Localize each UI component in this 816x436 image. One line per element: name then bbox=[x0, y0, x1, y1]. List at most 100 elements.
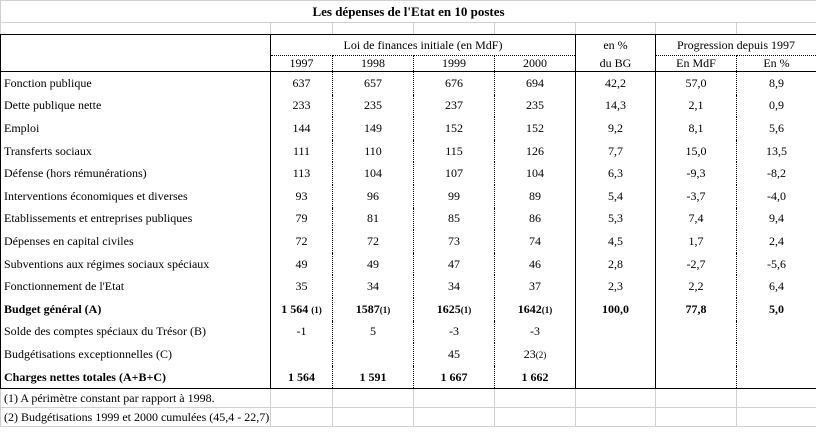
table-row: Budget général (A) 1 564 (1) 1587(1) 1625(1… bbox=[0, 297, 816, 321]
cell-value: 89 bbox=[529, 188, 541, 203]
cell: 14,3 bbox=[575, 94, 656, 118]
cell: 85 bbox=[413, 207, 495, 231]
cell: 96 bbox=[332, 184, 414, 208]
cell: 46 bbox=[494, 252, 576, 276]
cell-value: 676 bbox=[445, 75, 463, 90]
cell: 115 bbox=[413, 139, 495, 163]
cell: 237 bbox=[413, 94, 495, 118]
cell-value: 9,2 bbox=[608, 120, 623, 135]
footnote-ref: (1) bbox=[311, 304, 322, 315]
cell: 1 662 bbox=[494, 365, 576, 390]
cell: 1 564 bbox=[270, 365, 333, 390]
cell-value: 57,0 bbox=[685, 75, 707, 90]
cell-value: 1587 bbox=[355, 301, 380, 316]
cell: 9,4 bbox=[736, 207, 816, 231]
cell-value: 99 bbox=[448, 188, 460, 203]
cell-value: 1 591 bbox=[359, 369, 387, 384]
cell: -2,7 bbox=[655, 252, 737, 276]
cell-value: 49 bbox=[367, 256, 379, 271]
cell: 45 bbox=[413, 343, 495, 366]
row-label: Transferts sociaux bbox=[0, 139, 271, 163]
cell-value: 79 bbox=[295, 211, 308, 226]
cell-value: 235 bbox=[364, 98, 382, 113]
cell-value: -8,2 bbox=[767, 166, 786, 181]
table-row: Subventions aux régimes sociaux spéciaux… bbox=[0, 252, 816, 276]
cell-value: 23 bbox=[523, 346, 536, 361]
cell-value: 9,4 bbox=[769, 211, 784, 226]
table-title: Les dépenses de l'Etat en 10 postes bbox=[0, 0, 816, 23]
row-label: Etablissements et entreprises publiques bbox=[0, 207, 271, 231]
cell-value: 0,9 bbox=[769, 98, 784, 113]
cell-value: 111 bbox=[292, 143, 311, 158]
table-row: Dépenses en capital civiles 72 72 73 74 4,5 1,… bbox=[0, 230, 816, 253]
cell-value: 237 bbox=[445, 98, 463, 113]
cell-value: 8,1 bbox=[688, 120, 704, 135]
cell: 657 bbox=[332, 71, 414, 95]
cell: 9,2 bbox=[575, 117, 656, 140]
cell-value: 2,8 bbox=[608, 256, 623, 271]
cell-value: 5 bbox=[370, 324, 376, 339]
cell: -3 bbox=[413, 320, 495, 344]
cell: 72 bbox=[270, 230, 333, 253]
cell-value: 2,3 bbox=[608, 279, 623, 294]
cell: 5,0 bbox=[736, 297, 816, 321]
cell: 100,0 bbox=[575, 297, 656, 321]
cell-value: 35 bbox=[295, 279, 308, 294]
row-label: Fonction publique bbox=[0, 71, 271, 95]
cell-value: 233 bbox=[292, 98, 311, 113]
cell bbox=[270, 343, 333, 366]
cell: 77,8 bbox=[655, 297, 737, 321]
table-row: Fonction publique 637 657 676 694 42,2 57,0 8,9 bbox=[0, 71, 816, 95]
cell: 2,8 bbox=[575, 252, 656, 276]
cell-value: 5,0 bbox=[769, 301, 784, 316]
cell: 34 bbox=[332, 275, 414, 298]
row-label: Emploi bbox=[0, 117, 271, 140]
cell-value: 104 bbox=[364, 166, 382, 181]
cell: 111 bbox=[270, 139, 333, 163]
cell-value: 1 662 bbox=[521, 369, 549, 384]
cell: 104 bbox=[494, 162, 576, 185]
cell: 2,3 bbox=[575, 275, 656, 298]
cell-value: 49 bbox=[295, 256, 308, 271]
cell: -5,6 bbox=[736, 252, 816, 276]
cell-value: 4,5 bbox=[608, 233, 623, 248]
cell: 152 bbox=[413, 117, 495, 140]
cell bbox=[575, 320, 656, 344]
cell-value: -2,7 bbox=[686, 256, 706, 271]
row-label: Solde des comptes spéciaux du Trésor (B) bbox=[0, 320, 271, 344]
cell-value: 45 bbox=[448, 346, 460, 361]
cell-value: 1,7 bbox=[688, 233, 704, 248]
cell-value: 113 bbox=[292, 166, 311, 181]
cell-value: 152 bbox=[445, 120, 463, 135]
cell: 5,6 bbox=[736, 117, 816, 140]
cell-value: 14,3 bbox=[605, 98, 626, 113]
cell-value: 34 bbox=[448, 279, 460, 294]
cell: 35 bbox=[270, 275, 333, 298]
cell-value: 126 bbox=[526, 143, 544, 158]
cell-value: 1 564 bbox=[288, 369, 315, 384]
cell: -1 bbox=[270, 320, 333, 344]
cell bbox=[736, 320, 816, 344]
cell: 676 bbox=[413, 71, 495, 95]
header-prog-mdf: En MdF bbox=[655, 55, 737, 72]
cell: 8,9 bbox=[736, 71, 816, 95]
cell bbox=[655, 320, 737, 344]
table-row: Défense (hors rémunérations) 113 104 107 104… bbox=[0, 162, 816, 185]
row-label: Dépenses en capital civiles bbox=[0, 230, 271, 253]
footnote-ref: (1) bbox=[541, 304, 553, 315]
cell: 81 bbox=[332, 207, 414, 231]
header-pct: en % bbox=[575, 34, 656, 56]
table-row: Interventions économiques et diverses 93 9… bbox=[0, 184, 816, 208]
row-label: Interventions économiques et diverses bbox=[0, 184, 271, 208]
header-year: 1998 bbox=[332, 55, 414, 72]
row-label: Subventions aux régimes sociaux spéciaux bbox=[0, 252, 271, 276]
cell: 1625(1) bbox=[413, 297, 495, 321]
cell-value: 7,4 bbox=[688, 211, 704, 226]
cell: 49 bbox=[270, 252, 333, 276]
cell: 126 bbox=[494, 139, 576, 163]
cell-value: 110 bbox=[364, 143, 382, 158]
cell-value: 96 bbox=[367, 188, 379, 203]
cell: 93 bbox=[270, 184, 333, 208]
cell-value: 6,3 bbox=[608, 166, 623, 181]
cell-value: 15,0 bbox=[685, 143, 707, 158]
